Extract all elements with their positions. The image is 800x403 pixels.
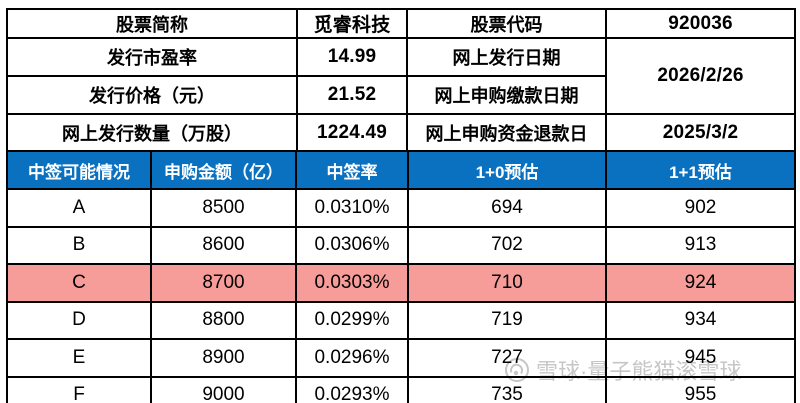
est-1-0-cell: 719 [407, 300, 607, 340]
amount-cell: 9000 [150, 375, 297, 403]
online-issue-date-label: 网上发行日期 [406, 37, 607, 77]
refund-date-value: 2025/3/2 [605, 113, 796, 152]
xueqiu-snowball-logo-icon [504, 357, 530, 383]
rate-cell: 0.0303% [295, 263, 409, 303]
amount-cell: 8900 [150, 338, 297, 378]
rate-cell: 0.0299% [295, 300, 409, 340]
watermark: 雪球·量子熊猫滚雪球 [504, 355, 741, 385]
stock-code-value: 920036 [605, 8, 796, 39]
issue-price-value: 21.52 [296, 75, 408, 115]
payment-date-label: 网上申购缴款日期 [406, 75, 607, 115]
estimate-row-b: B 8600 0.0306% 702 913 [6, 225, 796, 265]
amount-cell: 8500 [150, 188, 297, 228]
amount-cell: 8800 [150, 300, 297, 340]
case-cell: C [6, 263, 152, 303]
stock-name-label: 股票简称 [6, 8, 298, 39]
rate-cell: 0.0293% [295, 375, 409, 403]
col-header-amount: 申购金额（亿） [150, 150, 297, 190]
estimate-row-a: A 8500 0.0310% 694 902 [6, 188, 796, 228]
online-issue-qty-value: 1224.49 [296, 113, 408, 152]
estimate-row-f: F 9000 0.0293% 735 955 [6, 375, 796, 403]
online-issue-qty-label: 网上发行数量（万股） [6, 113, 298, 152]
rate-cell: 0.0306% [295, 225, 409, 265]
col-header-est-1-0: 1+0预估 [407, 150, 607, 190]
case-cell: D [6, 300, 152, 340]
header-row: 中签可能情况 申购金额（亿） 中签率 1+0预估 1+1预估 [6, 150, 796, 190]
est-1-1-cell: 955 [605, 375, 796, 403]
lottery-estimate-table: 中签可能情况 申购金额（亿） 中签率 1+0预估 1+1预估 A 8500 0.… [6, 150, 796, 403]
info-row: 发行市盈率 14.99 网上发行日期 2026/2/26 [6, 37, 796, 115]
info-row: 网上发行数量（万股） 1224.49 网上申购资金退款日 2025/3/2 [6, 113, 796, 152]
issue-price-label: 发行价格（元） [6, 75, 298, 115]
tables-container: 股票简称 觅睿科技 股票代码 920036 发行市盈率 14.99 网上发行日期… [6, 8, 796, 403]
rate-cell: 0.0310% [295, 188, 409, 228]
watermark-text: 雪球·量子熊猫滚雪球 [536, 359, 742, 384]
rate-cell: 0.0296% [295, 338, 409, 378]
est-1-0-cell: 694 [407, 188, 607, 228]
pe-ratio-label: 发行市盈率 [6, 37, 298, 77]
case-cell: A [6, 188, 152, 228]
est-1-1-cell: 924 [605, 263, 796, 303]
col-header-est-1-1: 1+1预估 [605, 150, 796, 190]
stock-code-label: 股票代码 [406, 8, 607, 39]
stock-info-table: 股票简称 觅睿科技 股票代码 920036 发行市盈率 14.99 网上发行日期… [6, 8, 796, 152]
case-cell: F [6, 375, 152, 403]
case-cell: B [6, 225, 152, 265]
amount-cell: 8600 [150, 225, 297, 265]
est-1-1-cell: 902 [605, 188, 796, 228]
estimate-row-c: C 8700 0.0303% 710 924 [6, 263, 796, 303]
refund-date-label: 网上申购资金退款日 [406, 113, 607, 152]
estimate-row-d: D 8800 0.0299% 719 934 [6, 300, 796, 340]
issue-date-value: 2026/2/26 [605, 37, 796, 115]
est-1-1-cell: 934 [605, 300, 796, 340]
amount-cell: 8700 [150, 263, 297, 303]
est-1-1-cell: 945 [605, 338, 796, 378]
col-header-case: 中签可能情况 [6, 150, 152, 190]
est-1-0-cell: 702 [407, 225, 607, 265]
stock-name-value: 觅睿科技 [296, 8, 408, 39]
case-cell: E [6, 338, 152, 378]
info-row: 股票简称 觅睿科技 股票代码 920036 [6, 8, 796, 39]
info-row: 发行价格（元） 21.52 网上申购缴款日期 [6, 75, 795, 115]
est-1-0-cell: 710 [407, 263, 607, 303]
pe-ratio-value: 14.99 [296, 37, 408, 77]
est-1-1-cell: 913 [605, 225, 796, 265]
est-1-0-cell: 735 [407, 375, 607, 403]
col-header-rate: 中签率 [295, 150, 409, 190]
